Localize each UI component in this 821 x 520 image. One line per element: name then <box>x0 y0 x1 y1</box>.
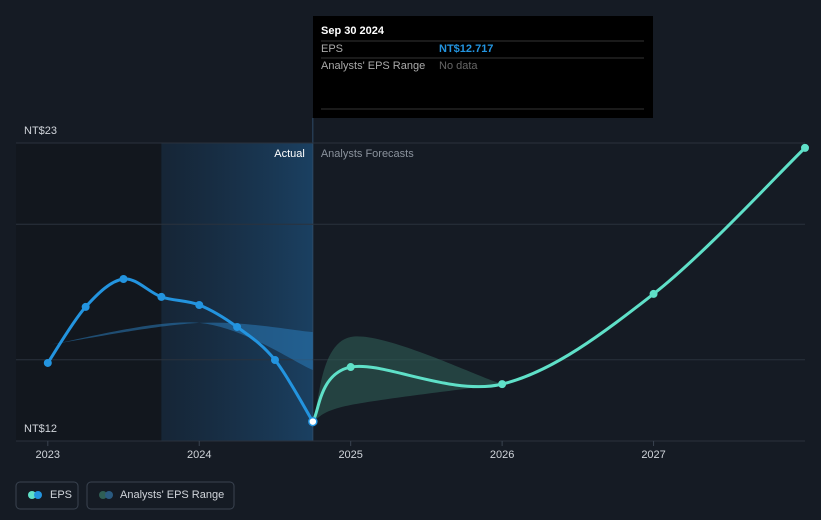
legend-icon <box>34 491 42 499</box>
tooltip-key: EPS <box>321 43 343 55</box>
legend: EPS Analysts' EPS Range <box>15 481 235 510</box>
tooltip-value: NT$12.717 <box>439 43 493 55</box>
eps-point <box>157 292 166 301</box>
eps-point <box>43 358 52 367</box>
eps-point <box>346 363 355 372</box>
y-tick-label: NT$12 <box>24 423 57 435</box>
eps-point <box>270 355 279 364</box>
eps-point <box>233 322 242 331</box>
legend-label: Analysts' EPS Range <box>120 489 224 501</box>
eps-point <box>195 301 204 310</box>
legend-item[interactable] <box>86 481 235 510</box>
tooltip-date: Sep 30 2024 <box>321 25 385 37</box>
eps-line <box>311 146 807 423</box>
plot <box>43 143 809 427</box>
legend-item[interactable] <box>15 481 79 510</box>
x-tick-label: 2025 <box>338 449 362 461</box>
past-year-region <box>161 143 313 441</box>
background: Actual Analysts Forecasts NT$12 NT$23 2023 20… <box>16 118 805 461</box>
x-tick-label: 2024 <box>187 449 211 461</box>
eps-point <box>119 274 128 283</box>
legend-icon <box>28 491 36 499</box>
tooltip-value: No data <box>439 60 478 72</box>
x-tick-label: 2026 <box>490 449 514 461</box>
x-tick-label: 2027 <box>641 449 665 461</box>
tooltip: Sep 30 2024 EPS NT$12.717 Analysts' EPS … <box>313 16 653 118</box>
legend-icon <box>99 491 107 499</box>
legend-label: EPS <box>50 489 72 501</box>
eps-point <box>81 302 90 311</box>
x-tick-label: 2023 <box>36 449 60 461</box>
eps-point <box>498 380 507 389</box>
tooltip-key: Analysts' EPS Range <box>321 60 425 72</box>
eps-point <box>308 416 318 427</box>
eps-point <box>801 143 809 152</box>
eps-point <box>649 289 658 298</box>
divider-label: Analysts Forecasts <box>321 148 414 160</box>
range-area <box>312 336 503 422</box>
divider-label: Actual <box>274 148 305 160</box>
legend-icon <box>105 491 113 499</box>
y-tick-label: NT$23 <box>24 125 57 137</box>
tooltip-box <box>313 16 653 118</box>
history-region <box>16 143 162 441</box>
